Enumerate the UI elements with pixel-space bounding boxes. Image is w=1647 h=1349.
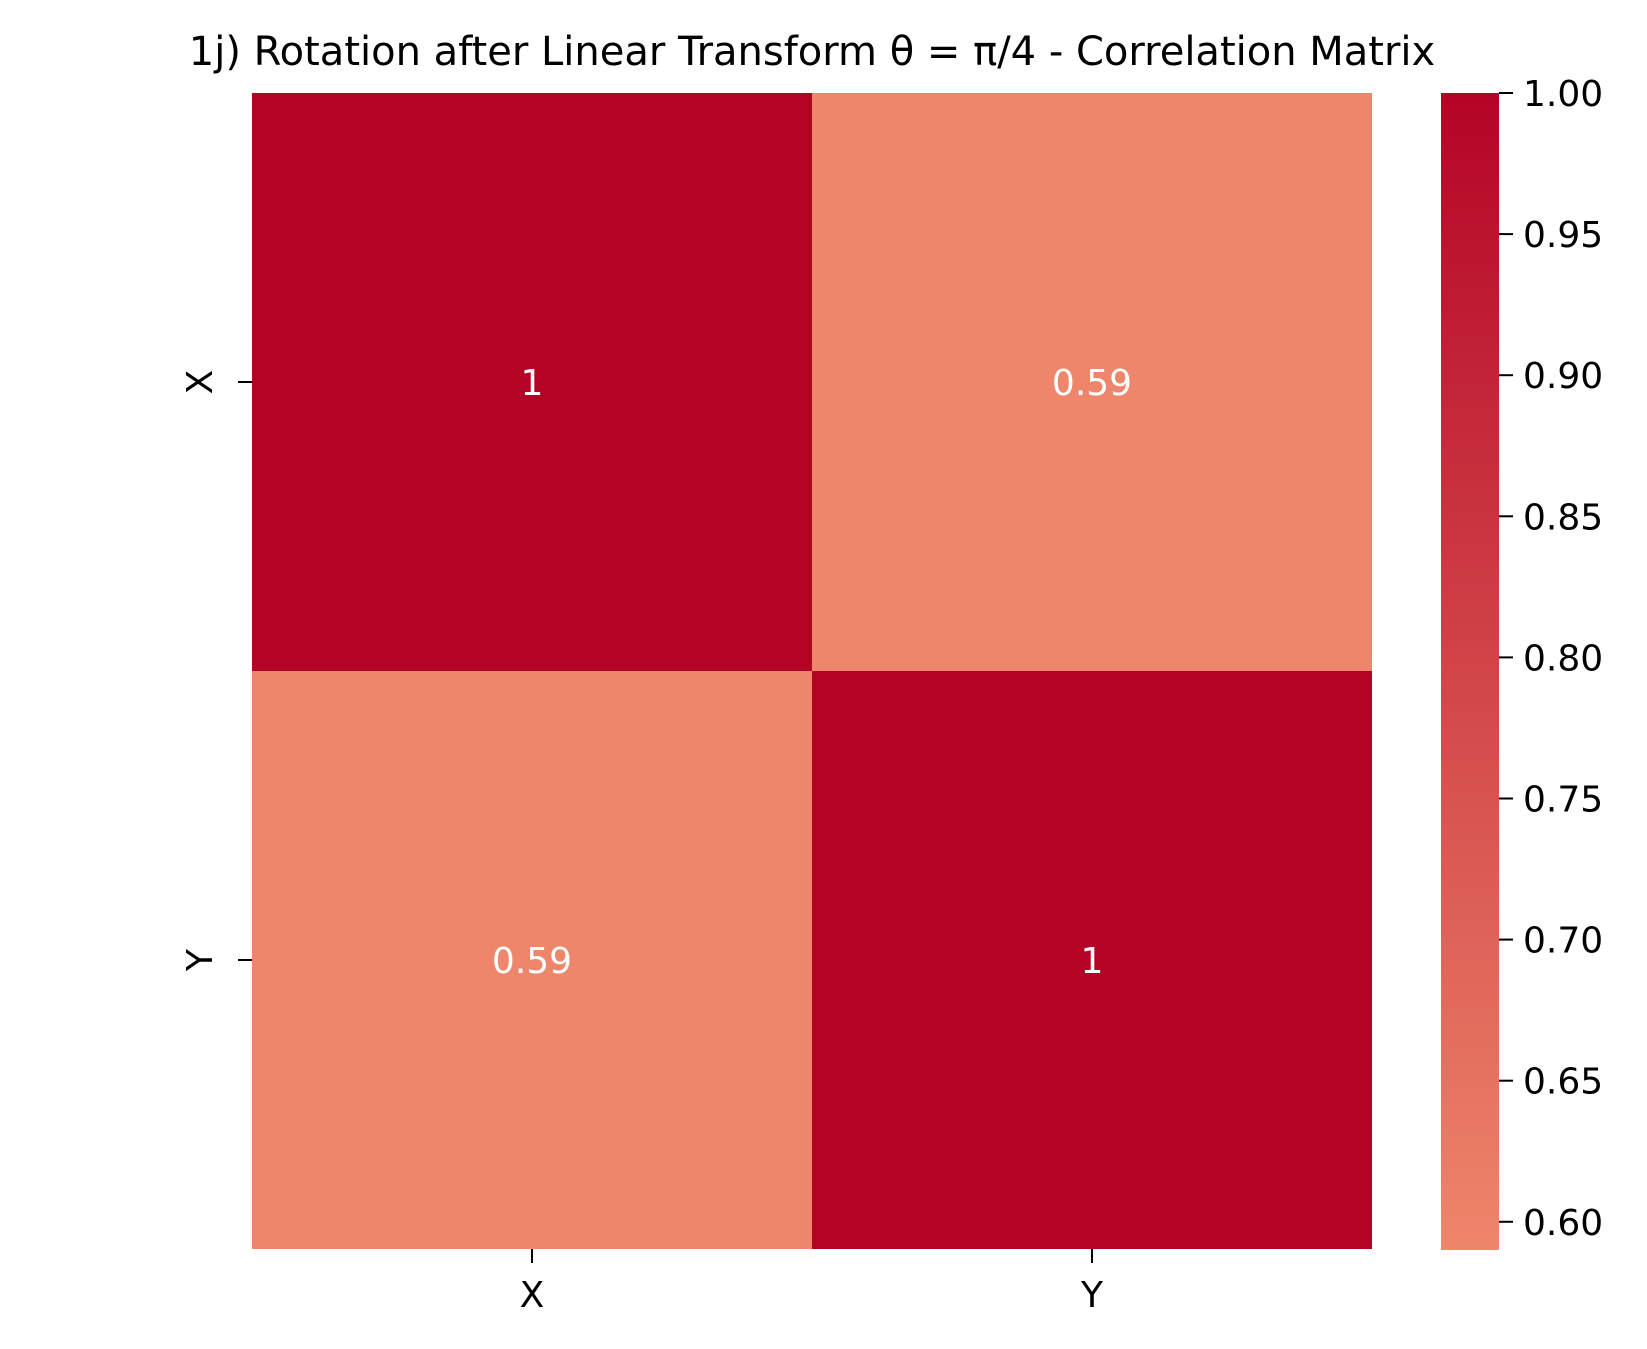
colorbar-tick-label: 0.60 [1523,1203,1603,1244]
cell-annotation: 0.59 [492,941,572,982]
heatmap-cell [252,93,812,671]
heatmap-cells [252,93,1372,1249]
colorbar-tick-label: 1.00 [1523,74,1603,115]
colorbar-tick-label: 0.65 [1523,1062,1603,1103]
colorbar-tick-label: 0.95 [1523,215,1603,256]
cell-annotation: 1 [521,363,544,404]
colorbar-tick-label: 0.85 [1523,497,1603,538]
colorbar-tick-label: 0.80 [1523,638,1603,679]
colorbar-tick-label: 0.70 [1523,921,1603,962]
colorbar-tick-label: 0.75 [1523,779,1603,820]
y-axis: XY [180,370,252,972]
chart-title: 1j) Rotation after Linear Transform θ = … [189,29,1435,75]
heatmap-cell [252,671,812,1249]
cell-annotation: 1 [1081,941,1104,982]
x-tick-label: Y [1080,1275,1104,1316]
y-tick-label: Y [180,948,221,972]
colorbar-tick-label: 0.90 [1523,356,1603,397]
colorbar-ticks: 0.60 0.65 0.70 0.75 0.80 0.85 0.90 0.95 1.00 [1499,74,1603,1244]
x-tick-label: X [520,1275,545,1316]
colorbar [1441,93,1499,1250]
cell-annotation: 0.59 [1052,363,1132,404]
heatmap-cell [812,93,1372,671]
heatmap-cell [812,671,1372,1249]
y-tick-label: X [180,370,221,395]
cell-annotations: 1 0.59 0.59 1 [492,363,1132,982]
